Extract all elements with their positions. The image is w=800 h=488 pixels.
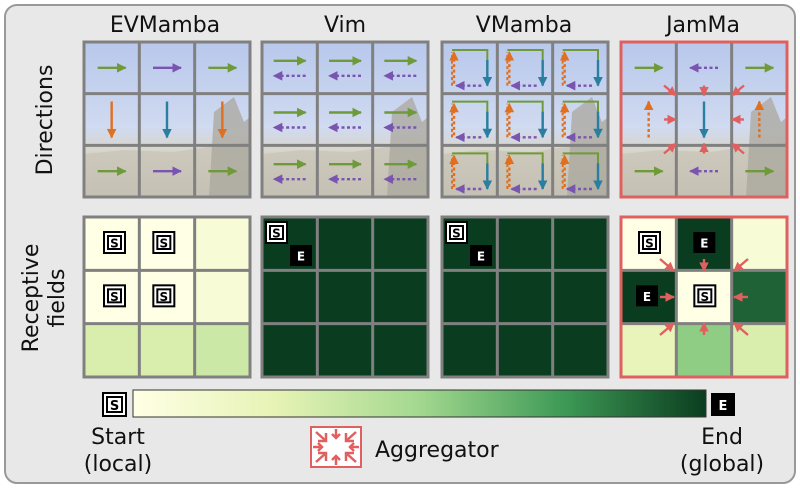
start-marker: S [638,231,661,254]
title-jamma: JamMa [664,13,740,38]
end-marker: E [636,285,658,307]
aggregator-arrow [733,322,749,336]
svg-text:S: S [272,227,281,241]
receptive-cell [731,217,787,271]
panel-border [619,40,789,199]
receptive-cell [84,323,140,377]
direction-panel-evmamba [82,40,252,199]
svg-text:S: S [645,237,654,251]
receptive-cell [139,323,195,377]
aggregator-arrow [733,258,749,272]
panel-border [440,40,610,199]
panel-border [440,215,610,379]
receptive-cell [194,217,250,271]
statue-silhouette [387,97,428,197]
receptive-cell [317,270,373,324]
receptive-cell [552,217,608,271]
svg-text:E: E [643,290,651,304]
svg-text:S: S [452,227,461,241]
svg-text:E: E [700,237,708,251]
legend-end-line1: End [701,425,743,450]
start-marker: S [152,231,176,254]
legend-aggregator-label: Aggregator [375,438,500,463]
receptive-cell [317,323,373,377]
row-label-receptive-line2: fields [45,269,70,328]
receptive-cell [442,270,498,324]
receptive-panel-vmamba: SE [440,215,610,379]
receptive-cell [262,270,318,324]
direction-panel-vmamba [440,40,610,199]
aggregator-arrow [659,322,675,336]
panel-border [260,215,430,379]
svg-text:E: E [719,399,728,414]
receptive-cell [731,323,787,377]
end-marker: E [470,245,492,266]
aggregator-arrow [663,142,677,155]
colorbar-end-marker: E [711,393,735,416]
receptive-cell [372,217,428,271]
start-marker: S [693,284,717,308]
direction-panel-vim [260,40,430,199]
receptive-cell [194,270,250,324]
receptive-panel-jamma: S E E S [619,215,789,379]
receptive-cell [194,323,250,377]
panel-border [82,215,252,379]
svg-text:S: S [160,237,169,251]
end-marker: E [290,245,312,266]
svg-text:S: S [110,290,119,304]
building-silhouette [84,142,250,197]
aggregator-arrow [663,84,677,97]
start-marker: S [103,284,126,308]
receptive-cell [497,270,553,324]
receptive-cell [372,270,428,324]
direction-panel-jamma [619,40,789,199]
aggregator-arrow [731,84,745,97]
receptive-cell [497,323,553,377]
svg-text:E: E [297,250,305,264]
aggregator-arrow [659,258,675,272]
receptive-cell [317,217,373,271]
receptive-cell [552,270,608,324]
row-label-directions: Directions [33,65,58,176]
aggregator-arrow [731,142,745,155]
title-vim: Vim [324,13,366,38]
title-evmamba: EVMamba [110,13,220,38]
svg-text:S: S [701,290,710,304]
receptive-cell [442,323,498,377]
receptive-cell [372,323,428,377]
svg-text:S: S [110,399,119,414]
building-silhouette [621,142,787,197]
svg-text:S: S [110,237,119,251]
receptive-cell [262,323,318,377]
end-marker: E [693,232,716,253]
panel-border [260,40,430,199]
title-vmamba: VMamba [476,13,572,38]
svg-text:S: S [160,290,169,304]
row-label-receptive-line1: Receptive [19,244,44,353]
direction-panels [82,40,789,199]
legend-start-line2: (local) [84,452,152,477]
panel-border [82,40,252,199]
receptive-panel-vim: SE [260,215,430,379]
colorbar-start-marker: S [102,392,127,417]
receptive-cell [497,217,553,271]
legend-start-line1: Start [91,425,145,450]
receptive-panel-evmamba: S S S S [82,215,252,379]
start-marker: S [152,284,176,308]
aggregator-icon [310,426,362,468]
start-marker: S [445,221,468,244]
start-marker: S [265,221,288,244]
receptive-cell [621,323,677,377]
svg-text:E: E [477,250,485,264]
colorbar [132,389,707,418]
receptive-cell [552,323,608,377]
panel-border [619,215,789,379]
start-marker: S [103,231,126,254]
legend-end-line2: (global) [680,452,764,477]
